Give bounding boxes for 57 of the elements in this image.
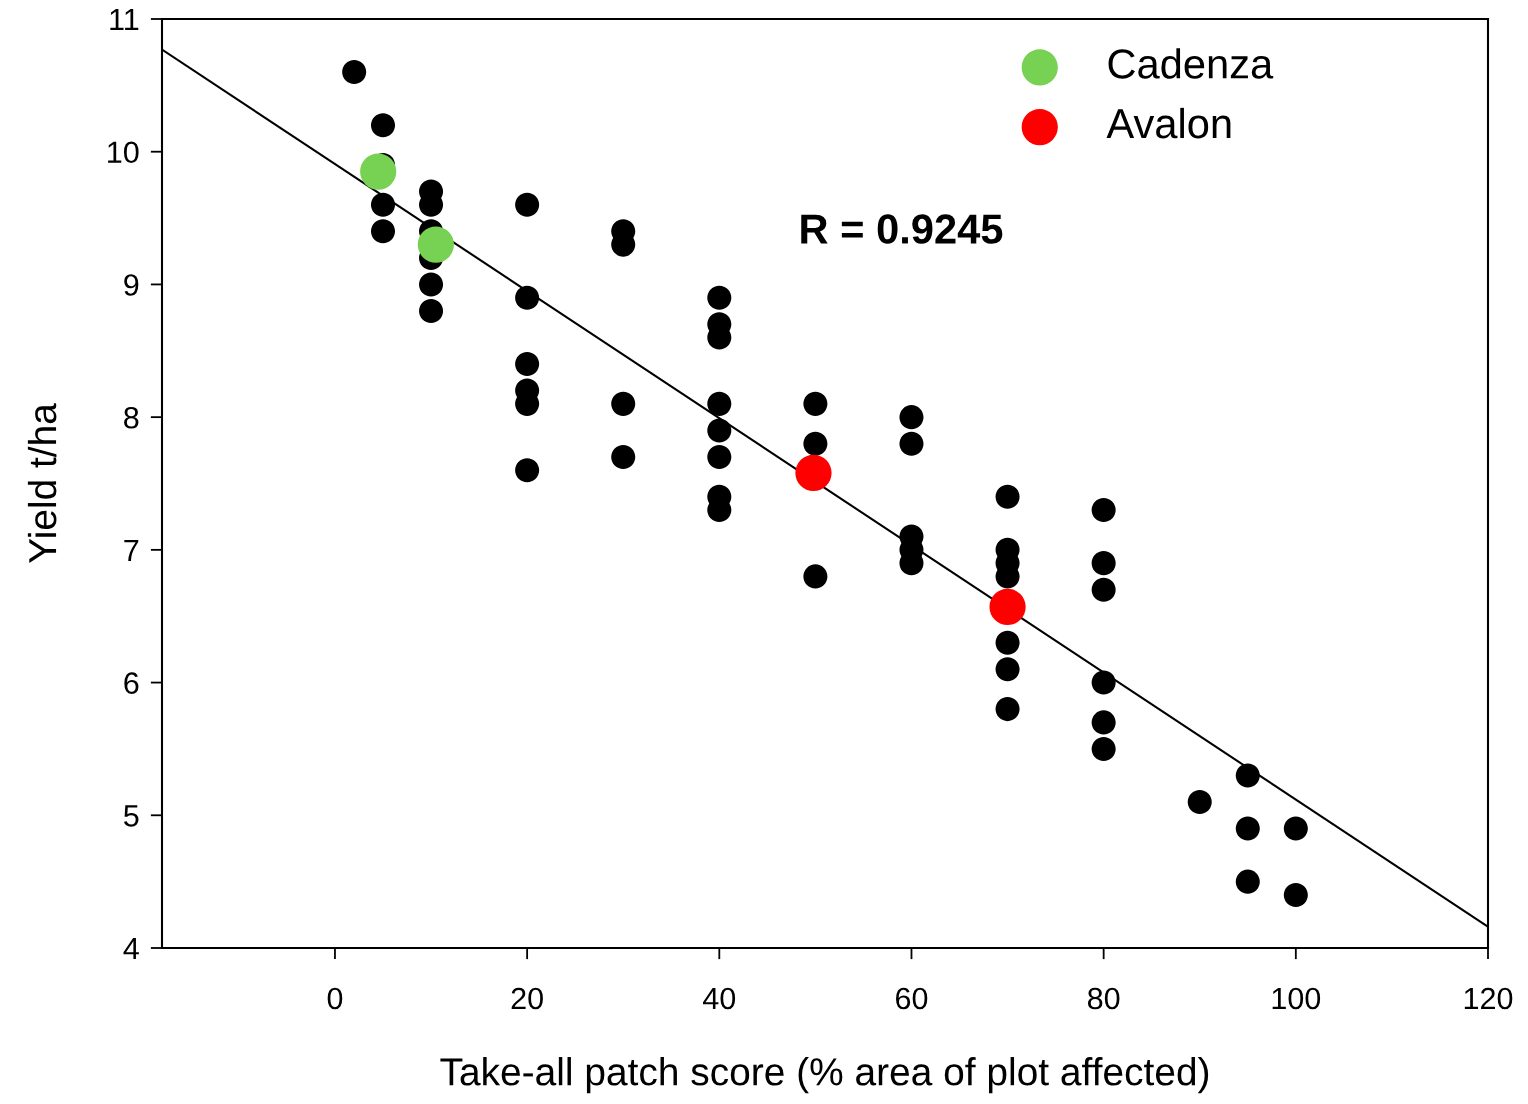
y-tick-label: 6 (124, 672, 139, 694)
point (707, 418, 732, 443)
y-tick-label: 8 (124, 406, 139, 429)
x-tick-label: 20 (511, 987, 543, 1010)
point (1091, 577, 1116, 602)
point (1235, 816, 1260, 841)
point (803, 431, 828, 456)
y-tick-label: 4 (123, 938, 139, 960)
point (1187, 789, 1212, 815)
x-tick-label: 60 (896, 987, 928, 1010)
point (419, 298, 444, 323)
point (417, 226, 454, 263)
point (419, 272, 444, 297)
point (611, 444, 636, 469)
y-tick-label: 5 (124, 805, 139, 827)
point (995, 484, 1020, 509)
point (707, 444, 732, 469)
point (1283, 816, 1308, 841)
point (995, 630, 1020, 655)
point (1091, 551, 1116, 576)
point (1091, 710, 1116, 735)
point (795, 454, 832, 491)
y-tick-label: 11 (110, 9, 139, 31)
point (370, 113, 396, 138)
point (1091, 736, 1116, 761)
point (989, 588, 1026, 626)
point (707, 391, 732, 416)
y-axis-title: Yield t/ha (27, 403, 57, 563)
point (1283, 882, 1308, 907)
x-tick-label: 120 (1464, 987, 1513, 1010)
y-tick-label: 9 (124, 274, 139, 296)
x-tick-label: 40 (703, 987, 736, 1010)
point (899, 405, 924, 430)
point (995, 697, 1020, 722)
point (803, 391, 828, 416)
point (995, 657, 1020, 682)
point (515, 458, 540, 483)
point (342, 60, 367, 85)
x-tick-label: 80 (1087, 987, 1120, 1010)
legend-label: Avalon (1106, 107, 1231, 139)
legend-label: Cadenza (1108, 48, 1274, 79)
point (803, 564, 828, 589)
point (515, 192, 540, 217)
point (1091, 498, 1116, 523)
point (1235, 869, 1260, 894)
point (899, 431, 924, 456)
x-tick-label: 100 (1272, 987, 1321, 1010)
annotation: R = 0.9245 (801, 214, 1003, 244)
point (611, 391, 636, 416)
y-tick-label: 7 (124, 539, 139, 561)
point (707, 285, 732, 310)
x-axis-title: Take-all patch score (% area of plot affected) (440, 1057, 1209, 1094)
point (360, 153, 397, 190)
y-tick-label: 10 (108, 141, 139, 164)
point (515, 352, 540, 377)
x-tick-label: 0 (327, 987, 343, 1010)
point (370, 219, 396, 244)
